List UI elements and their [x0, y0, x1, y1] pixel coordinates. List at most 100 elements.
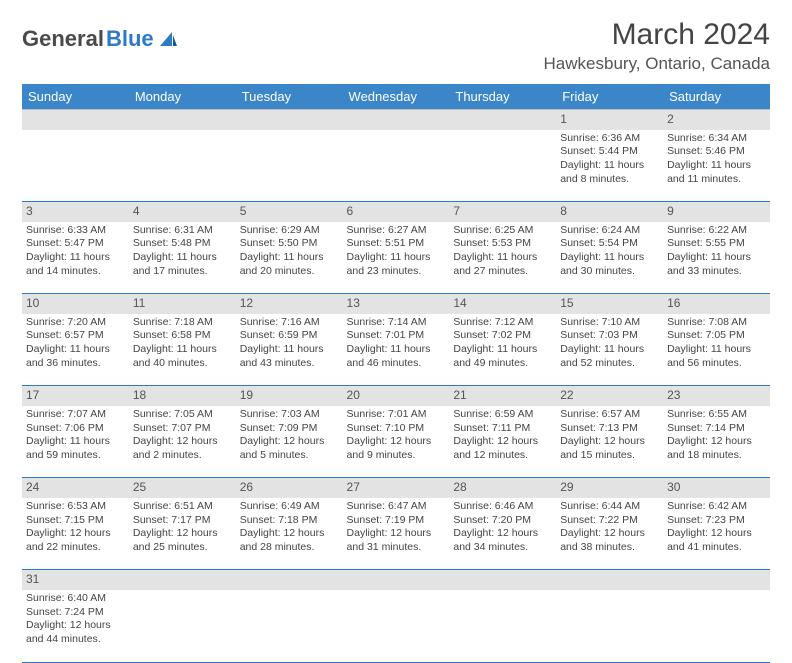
day-cell: Sunrise: 6:55 AMSunset: 7:14 PMDaylight:…: [663, 406, 770, 478]
weekday-header: Wednesday: [343, 84, 450, 110]
sunset-text: Sunset: 7:02 PM: [453, 329, 552, 343]
day-cell: Sunrise: 6:47 AMSunset: 7:19 PMDaylight:…: [343, 498, 450, 570]
day-number: 30: [663, 478, 770, 498]
sunset-text: Sunset: 7:11 PM: [453, 422, 552, 436]
day-number: 8: [556, 202, 663, 222]
sunset-text: Sunset: 7:10 PM: [347, 422, 446, 436]
sunrise-text: Sunrise: 6:22 AM: [667, 224, 766, 238]
sunset-text: Sunset: 5:46 PM: [667, 145, 766, 159]
daylight-text: Daylight: 12 hours and 9 minutes.: [347, 435, 446, 462]
day-number: [449, 570, 556, 590]
sunset-text: Sunset: 7:22 PM: [560, 514, 659, 528]
day-cell: [449, 130, 556, 202]
day-number: [343, 110, 450, 130]
daylight-text: Daylight: 11 hours and 46 minutes.: [347, 343, 446, 370]
sunset-text: Sunset: 7:23 PM: [667, 514, 766, 528]
daylight-text: Daylight: 11 hours and 20 minutes.: [240, 251, 339, 278]
day-content-row: Sunrise: 6:53 AMSunset: 7:15 PMDaylight:…: [22, 498, 770, 570]
daylight-text: Daylight: 11 hours and 8 minutes.: [560, 159, 659, 186]
day-number: [129, 110, 236, 130]
day-cell: Sunrise: 7:01 AMSunset: 7:10 PMDaylight:…: [343, 406, 450, 478]
day-cell: Sunrise: 6:22 AMSunset: 5:55 PMDaylight:…: [663, 222, 770, 294]
daylight-text: Daylight: 12 hours and 5 minutes.: [240, 435, 339, 462]
daylight-text: Daylight: 12 hours and 25 minutes.: [133, 527, 232, 554]
day-number-row: 12: [22, 110, 770, 130]
day-number: 25: [129, 478, 236, 498]
sunset-text: Sunset: 5:55 PM: [667, 237, 766, 251]
day-cell: Sunrise: 7:12 AMSunset: 7:02 PMDaylight:…: [449, 314, 556, 386]
day-number: 16: [663, 294, 770, 314]
day-number: [129, 570, 236, 590]
weekday-header: Monday: [129, 84, 236, 110]
day-number-row: 3456789: [22, 202, 770, 222]
day-cell: Sunrise: 7:03 AMSunset: 7:09 PMDaylight:…: [236, 406, 343, 478]
day-cell: Sunrise: 6:36 AMSunset: 5:44 PMDaylight:…: [556, 130, 663, 202]
sunset-text: Sunset: 7:13 PM: [560, 422, 659, 436]
sunrise-text: Sunrise: 6:33 AM: [26, 224, 125, 238]
sunrise-text: Sunrise: 6:27 AM: [347, 224, 446, 238]
day-cell: [343, 130, 450, 202]
day-number-row: 31: [22, 570, 770, 590]
weekday-header: Saturday: [663, 84, 770, 110]
daylight-text: Daylight: 11 hours and 49 minutes.: [453, 343, 552, 370]
daylight-text: Daylight: 11 hours and 59 minutes.: [26, 435, 125, 462]
day-number: 5: [236, 202, 343, 222]
sunrise-text: Sunrise: 6:40 AM: [26, 592, 125, 606]
sunset-text: Sunset: 7:03 PM: [560, 329, 659, 343]
day-number: [22, 110, 129, 130]
sunrise-text: Sunrise: 7:12 AM: [453, 316, 552, 330]
daylight-text: Daylight: 12 hours and 15 minutes.: [560, 435, 659, 462]
sunset-text: Sunset: 6:57 PM: [26, 329, 125, 343]
day-number: 6: [343, 202, 450, 222]
daylight-text: Daylight: 12 hours and 2 minutes.: [133, 435, 232, 462]
daylight-text: Daylight: 11 hours and 56 minutes.: [667, 343, 766, 370]
sunset-text: Sunset: 7:20 PM: [453, 514, 552, 528]
sunrise-text: Sunrise: 6:36 AM: [560, 132, 659, 146]
daylight-text: Daylight: 11 hours and 11 minutes.: [667, 159, 766, 186]
day-cell: [556, 590, 663, 662]
day-cell: [22, 130, 129, 202]
day-number: [236, 570, 343, 590]
page-title: March 2024: [544, 18, 770, 52]
day-cell: Sunrise: 7:16 AMSunset: 6:59 PMDaylight:…: [236, 314, 343, 386]
sunrise-text: Sunrise: 6:57 AM: [560, 408, 659, 422]
day-cell: Sunrise: 7:08 AMSunset: 7:05 PMDaylight:…: [663, 314, 770, 386]
day-number-row: 24252627282930: [22, 478, 770, 498]
daylight-text: Daylight: 12 hours and 12 minutes.: [453, 435, 552, 462]
day-cell: Sunrise: 6:33 AMSunset: 5:47 PMDaylight:…: [22, 222, 129, 294]
sunrise-text: Sunrise: 7:05 AM: [133, 408, 232, 422]
sunset-text: Sunset: 7:24 PM: [26, 606, 125, 620]
daylight-text: Daylight: 11 hours and 52 minutes.: [560, 343, 659, 370]
day-cell: Sunrise: 6:24 AMSunset: 5:54 PMDaylight:…: [556, 222, 663, 294]
sunset-text: Sunset: 5:54 PM: [560, 237, 659, 251]
sunset-text: Sunset: 7:15 PM: [26, 514, 125, 528]
daylight-text: Daylight: 12 hours and 34 minutes.: [453, 527, 552, 554]
weekday-header-row: Sunday Monday Tuesday Wednesday Thursday…: [22, 84, 770, 110]
day-number: 13: [343, 294, 450, 314]
day-number: 9: [663, 202, 770, 222]
day-number: 7: [449, 202, 556, 222]
sunrise-text: Sunrise: 7:01 AM: [347, 408, 446, 422]
day-cell: Sunrise: 7:07 AMSunset: 7:06 PMDaylight:…: [22, 406, 129, 478]
title-block: March 2024 Hawkesbury, Ontario, Canada: [544, 18, 770, 74]
day-cell: Sunrise: 6:51 AMSunset: 7:17 PMDaylight:…: [129, 498, 236, 570]
day-number: [343, 570, 450, 590]
day-number: [663, 570, 770, 590]
sunrise-text: Sunrise: 6:55 AM: [667, 408, 766, 422]
sunset-text: Sunset: 6:59 PM: [240, 329, 339, 343]
day-content-row: Sunrise: 6:40 AMSunset: 7:24 PMDaylight:…: [22, 590, 770, 662]
sunset-text: Sunset: 7:06 PM: [26, 422, 125, 436]
day-number: 31: [22, 570, 129, 590]
daylight-text: Daylight: 12 hours and 28 minutes.: [240, 527, 339, 554]
day-number: 19: [236, 386, 343, 406]
day-content-row: Sunrise: 6:33 AMSunset: 5:47 PMDaylight:…: [22, 222, 770, 294]
sunrise-text: Sunrise: 7:18 AM: [133, 316, 232, 330]
day-cell: Sunrise: 6:31 AMSunset: 5:48 PMDaylight:…: [129, 222, 236, 294]
day-cell: [663, 590, 770, 662]
day-cell: Sunrise: 7:20 AMSunset: 6:57 PMDaylight:…: [22, 314, 129, 386]
logo-text-2: Blue: [106, 26, 154, 52]
day-number: 26: [236, 478, 343, 498]
day-cell: Sunrise: 6:27 AMSunset: 5:51 PMDaylight:…: [343, 222, 450, 294]
day-number: 1: [556, 110, 663, 130]
daylight-text: Daylight: 11 hours and 43 minutes.: [240, 343, 339, 370]
